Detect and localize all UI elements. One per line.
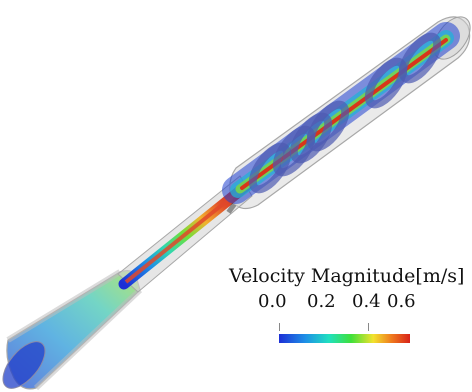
baffle-ring bbox=[398, 32, 442, 84]
colorbar-tick-line bbox=[368, 323, 369, 331]
inlet-cone bbox=[2, 269, 143, 391]
colorbar-tick: 0.0 bbox=[258, 291, 287, 312]
colorbar-title: Velocity Magnitude[m/s] bbox=[229, 265, 465, 287]
colorbar-tick: 0.6 bbox=[387, 291, 416, 312]
pipe-junction-marker bbox=[226, 202, 237, 214]
colorbar-tick: 0.4 bbox=[352, 291, 381, 312]
colorbar-tick: 0.2 bbox=[307, 291, 336, 312]
colorbar bbox=[279, 334, 410, 343]
baffle-rings bbox=[248, 32, 442, 194]
narrow-pipe bbox=[117, 175, 253, 293]
core-streamline bbox=[222, 22, 460, 204]
colorbar-tick-line bbox=[279, 323, 280, 331]
baffle-ring bbox=[306, 100, 350, 152]
